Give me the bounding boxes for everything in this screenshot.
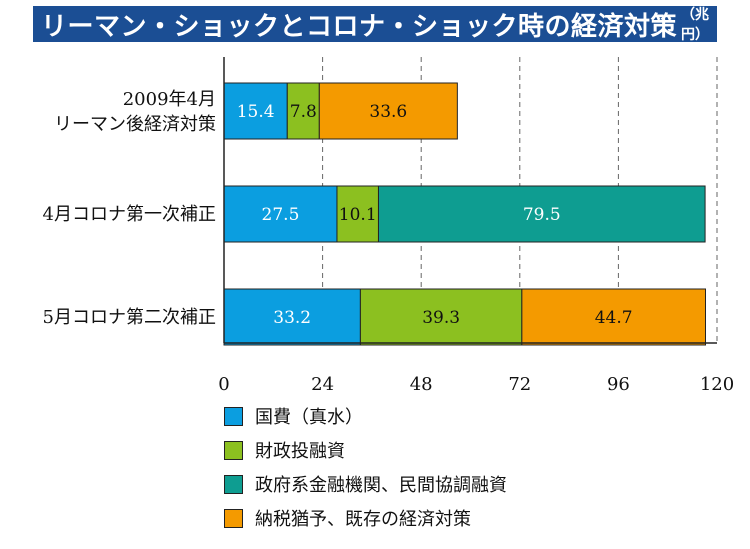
bar-2-3 — [521, 288, 706, 346]
bar-1-2 — [377, 185, 706, 243]
data-label-2-1: 39.3 — [422, 308, 460, 328]
x-tick-label-0: 0 — [218, 374, 229, 395]
legend-item-1: 財政投融資 — [224, 437, 345, 463]
legend-label-3: 納税猶予、既存の経済対策 — [255, 509, 471, 530]
data-label-1-0: 27.5 — [262, 205, 300, 225]
data-label-0-1: 7.8 — [290, 102, 317, 122]
legend-swatch-0 — [224, 406, 243, 426]
legend-label-1: 財政投融資 — [255, 441, 345, 462]
data-label-2-3: 44.7 — [595, 308, 633, 328]
title-banner: リーマン・ショックとコロナ・ショック時の経済対策 （兆円） — [33, 6, 717, 43]
bar-0-1 — [286, 82, 320, 140]
legend-swatch-3 — [224, 508, 243, 528]
data-label-2-0: 33.2 — [273, 308, 311, 328]
bar-2-1 — [359, 288, 523, 346]
data-label-0-3: 33.6 — [369, 102, 407, 122]
data-label-1-1: 10.1 — [339, 205, 377, 225]
bar-0-3 — [318, 82, 458, 140]
category-label-1: 4月コロナ第一次補正 — [43, 204, 216, 225]
legend-item-2: 政府系金融機関、民間協調融資 — [224, 471, 507, 497]
category-label-2: 5月コロナ第二次補正 — [43, 307, 216, 328]
legend-item-3: 納税猶予、既存の経済対策 — [224, 505, 471, 531]
category-label-0: 2009年4月リーマン後経済対策 — [54, 89, 216, 135]
bar-2-0 — [223, 288, 361, 346]
bar-0-0 — [223, 82, 288, 140]
legend-swatch-1 — [224, 440, 243, 460]
legend-label-2: 政府系金融機関、民間協調融資 — [255, 475, 507, 496]
legend-item-0: 国費（真水） — [224, 403, 363, 429]
x-tick-label-1: 24 — [311, 374, 334, 395]
x-tick-label-5: 120 — [700, 374, 734, 395]
data-label-0-0: 15.4 — [237, 102, 275, 122]
data-label-1-2: 79.5 — [523, 205, 561, 225]
x-tick-label-3: 72 — [508, 374, 531, 395]
legend-swatch-2 — [224, 474, 243, 494]
chart-unit: （兆円） — [681, 7, 710, 43]
x-tick-label-4: 96 — [607, 374, 630, 395]
x-tick-label-2: 48 — [410, 374, 433, 395]
chart-title: リーマン・ショックとコロナ・ショック時の経済対策 — [41, 11, 678, 42]
legend-label-0: 国費（真水） — [255, 407, 363, 428]
